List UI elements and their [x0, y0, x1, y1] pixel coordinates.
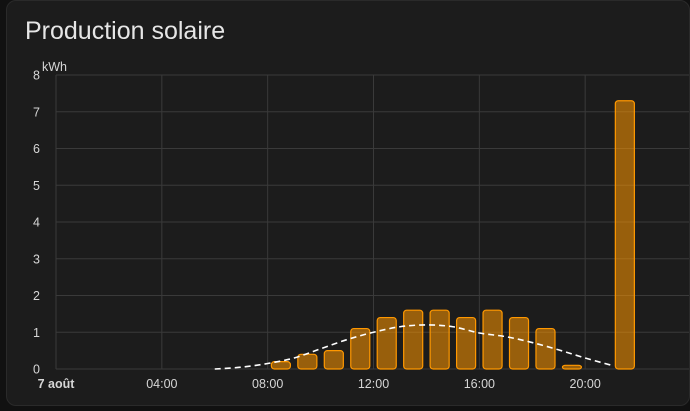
bar[interactable]: [535, 327, 556, 370]
y-tick-label: 7: [33, 105, 40, 119]
x-tick-label: 08:00: [252, 377, 283, 391]
bar[interactable]: [482, 309, 503, 370]
bar[interactable]: [455, 316, 477, 370]
bar[interactable]: [350, 327, 371, 370]
y-tick-label: 8: [33, 69, 40, 83]
bar[interactable]: [508, 316, 530, 370]
x-axis: 7 août 04:00 08:00 12:00 16:00 20:00: [38, 377, 601, 391]
bar[interactable]: [270, 361, 292, 370]
bar[interactable]: [297, 353, 318, 370]
forecast-line: [214, 324, 612, 370]
bar[interactable]: [403, 309, 424, 370]
bar-series: [270, 100, 635, 370]
y-tick-label: 2: [33, 289, 40, 303]
y-tick-label: 4: [33, 216, 40, 230]
card-title: Production solaire: [25, 17, 226, 45]
bar[interactable]: [376, 316, 397, 370]
y-tick-label: 6: [33, 142, 40, 156]
forecast-series: [214, 324, 612, 370]
bar[interactable]: [561, 364, 583, 370]
y-tick-label: 1: [33, 326, 40, 340]
y-tick-label: 0: [33, 363, 40, 377]
solar-production-card: Production solaire 0 1 2 3 4 5 6 7 8 7 août 04:00…: [6, 0, 690, 406]
x-tick-label: 16:00: [464, 377, 495, 391]
x-tick-label: 20:00: [570, 377, 601, 391]
y-tick-label: 3: [33, 252, 40, 266]
bar[interactable]: [614, 100, 635, 370]
x-tick-label: 7 août: [38, 377, 76, 391]
chart-grid: [55, 74, 689, 370]
y-axis-unit-label: kWh: [42, 60, 67, 74]
x-tick-label: 12:00: [358, 377, 389, 391]
bar[interactable]: [429, 309, 450, 370]
solar-production-chart[interactable]: 0 1 2 3 4 5 6 7 8 7 août 04:00 08:00 12:00 16:00 20:0…: [7, 1, 690, 406]
y-axis: 0 1 2 3 4 5 6 7 8: [33, 69, 40, 377]
y-tick-label: 5: [33, 179, 40, 193]
bar[interactable]: [323, 350, 344, 370]
x-tick-label: 04:00: [146, 377, 177, 391]
